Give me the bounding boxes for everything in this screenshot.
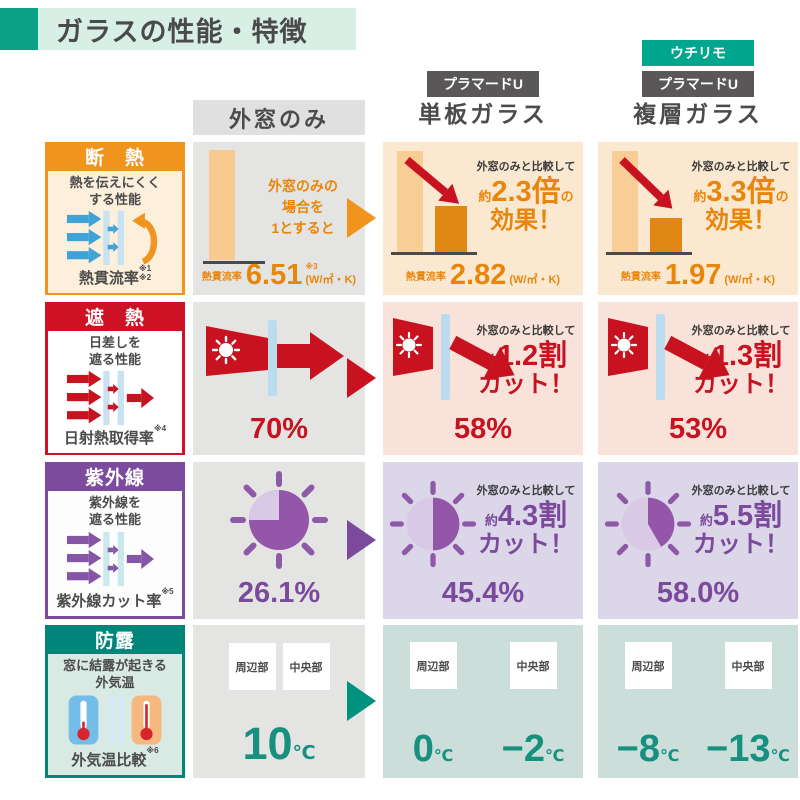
- feature-card-condensation: 防露 窓に結露が起きる 外気温 外気温比較 ※6: [45, 625, 185, 778]
- heat-shield-arrows-icon: [66, 370, 154, 425]
- solar-gain-single: 58%: [453, 413, 513, 445]
- uv-arrows-icon: [66, 532, 154, 587]
- temp-center-single: −2℃: [501, 727, 565, 770]
- double-glass-label: 複層ガラス: [633, 101, 763, 127]
- single-glass-label: 単板ガラス: [418, 101, 548, 127]
- badge-plamard-u: プラマードU: [642, 71, 754, 97]
- metric-label-uv-cut: 紫外線カット率 ※5: [56, 587, 174, 610]
- insulation-baseline-cell: 外窓のみの 場合を 1とすると 熱貫流率 6.51 ※3 (W/㎡・K): [193, 142, 365, 295]
- temp-perimeter-single: 0℃: [412, 727, 454, 770]
- title-bar: ガラスの性能・特徴: [38, 8, 356, 50]
- sun-pie-icon: [604, 480, 692, 568]
- uv-cut-outer: 26.1%: [237, 577, 321, 609]
- u-value-single: 熱貫流率 2.82 (W/㎡・K): [405, 259, 561, 292]
- uv-double-cell: 外窓のみと比較して 約5.5割 カット！ 58.0%: [598, 462, 798, 619]
- bar-improved: [435, 206, 467, 252]
- label-center: 中央部: [509, 642, 557, 689]
- heat-shield-baseline-cell: 70%: [193, 302, 365, 455]
- feature-card-heat-shield: 遮 熱 日差しを 遮る性能 日射熱取得率 ※4: [45, 302, 185, 455]
- bar-outer-window: [209, 150, 235, 260]
- temp-outer: 10℃: [242, 718, 316, 769]
- promo-text: 外窓のみと比較して 約3.3倍の 効果！: [691, 161, 791, 235]
- u-value-double: 熱貫流率 1.97 (W/㎡・K): [620, 259, 776, 292]
- heat-shield-double-cell: 外窓のみと比較して 約1.3割 カット！ 53%: [598, 302, 798, 455]
- decrease-arrow-icon: [404, 156, 460, 204]
- feature-title-heat-shield: 遮 熱: [84, 308, 145, 329]
- metric-label-u-value: 熱貫流率 ※1 ※2: [78, 263, 152, 287]
- temp-perimeter-double: −8℃: [616, 727, 680, 770]
- flow-arrow-condensation: [347, 681, 376, 721]
- uv-cut-double: 58.0%: [656, 577, 740, 609]
- temp-center-double: −13℃: [706, 727, 790, 770]
- decrease-arrow-icon: [619, 157, 673, 209]
- bar-baseline: [391, 252, 477, 255]
- column-header-double-glass: ウチリモ プラマードU 複層ガラス: [598, 40, 798, 127]
- label-perimeter: 周辺部: [624, 642, 672, 689]
- column-header-single-glass: プラマードU 単板ガラス: [383, 71, 583, 127]
- uv-baseline-cell: 26.1%: [193, 462, 365, 619]
- badge-uchirimo: ウチリモ: [642, 40, 754, 66]
- flow-arrow-heat-shield: [347, 358, 376, 398]
- feature-desc-insulation: 熱を伝えにくく する性能: [69, 175, 161, 207]
- sun-deflected-arrow-icon: [393, 314, 515, 400]
- solar-gain-outer: 70%: [249, 413, 309, 445]
- promo-text: 外窓のみと比較して 約4.3割 カット！: [476, 485, 576, 559]
- condensation-double-cell: 周辺部 −8℃ 中央部 −13℃: [598, 625, 798, 778]
- feature-title-uv: 紫外線: [84, 468, 145, 489]
- feature-desc-condensation: 窓に結露が起きる 外気温: [63, 658, 167, 690]
- uv-cut-single: 45.4%: [441, 577, 525, 609]
- label-perimeter: 周辺部: [228, 643, 276, 690]
- feature-desc-uv: 紫外線を 遮る性能: [88, 495, 141, 527]
- flow-arrow-uv: [347, 520, 376, 560]
- sun-pie-icon: [389, 480, 477, 568]
- feature-title-insulation: 断 熱: [84, 148, 145, 169]
- page-title: ガラスの性能・特徴: [56, 16, 308, 47]
- solar-gain-double: 53%: [668, 413, 728, 445]
- title-accent-square: [0, 8, 38, 50]
- condensation-baseline-cell: 周辺部 中央部 10℃: [193, 625, 365, 778]
- bar-baseline: [203, 261, 265, 264]
- baseline-note: 外窓のみの 場合を 1とすると: [268, 178, 338, 236]
- bar-baseline: [606, 252, 692, 255]
- promo-text: 外窓のみと比較して 約2.3倍の 効果！: [476, 161, 576, 235]
- feature-desc-heat-shield: 日差しを 遮る性能: [88, 335, 141, 367]
- insulation-arrows-icon: [66, 210, 158, 265]
- promo-text: 外窓のみと比較して 約1.3割 カット！: [691, 325, 791, 399]
- feature-card-insulation: 断 熱 熱を伝えにくく する性能 熱貫流率 ※1 ※2: [45, 142, 185, 295]
- metric-label-solar-gain: 日射熱取得率 ※4: [63, 423, 167, 447]
- insulation-double-cell: 外窓のみと比較して 約3.3倍の 効果！ 熱貫流率 1.97 (W/㎡・K): [598, 142, 798, 295]
- metric-label-outdoor-temp: 外気温比較 ※6: [71, 746, 159, 769]
- label-center: 中央部: [724, 642, 772, 689]
- feature-title-condensation: 防露: [94, 631, 135, 652]
- thermometers-icon: [68, 695, 162, 745]
- badge-plamard-u: プラマードU: [427, 71, 539, 97]
- label-perimeter: 周辺部: [409, 642, 457, 689]
- bar-improved: [650, 218, 682, 252]
- heat-shield-single-cell: 外窓のみと比較して 約1.2割 カット！ 58%: [383, 302, 583, 455]
- promo-text: 外窓のみと比較して 約5.5割 カット！: [691, 485, 791, 559]
- promo-text: 外窓のみと比較して 約1.2割 カット！: [476, 325, 576, 399]
- uv-single-cell: 外窓のみと比較して 約4.3割 カット！ 45.4%: [383, 462, 583, 619]
- sun-arrow-through-glass-icon: [206, 320, 344, 396]
- feature-card-uv: 紫外線 紫外線を 遮る性能 紫外線カット率 ※5: [45, 462, 185, 619]
- condensation-single-cell: 周辺部 0℃ 中央部 −2℃: [383, 625, 583, 778]
- sun-pie-icon: [230, 471, 328, 569]
- flow-arrow-insulation: [347, 198, 376, 238]
- column-header-outer-window: 外窓のみ: [193, 100, 365, 135]
- sun-deflected-arrow-icon: [608, 314, 730, 400]
- label-center: 中央部: [282, 643, 330, 690]
- u-value-outer: 熱貫流率 6.51 ※3 (W/㎡・K): [201, 259, 357, 292]
- insulation-single-cell: 外窓のみと比較して 約2.3倍の 効果！ 熱貫流率 2.82 (W/㎡・K): [383, 142, 583, 295]
